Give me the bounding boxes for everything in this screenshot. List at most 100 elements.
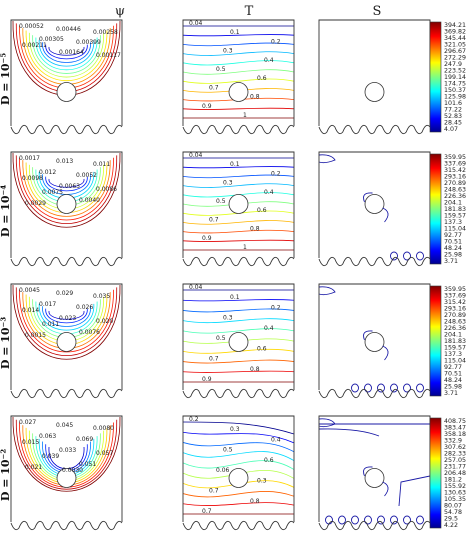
isotherm-label: 0.1 — [230, 294, 240, 301]
psi-wavy-wall — [10, 256, 123, 267]
entropy-contour — [403, 251, 411, 261]
psi-label: 0.014 — [22, 307, 39, 314]
streamline — [48, 178, 85, 188]
isotherm — [182, 502, 295, 506]
streamline — [12, 416, 121, 492]
colorbar-tick: 80.07 — [444, 503, 462, 510]
colorbar-tick: 25.98 — [444, 384, 462, 391]
entropy-wavy-wall — [318, 520, 431, 531]
streamline — [48, 46, 85, 56]
isotherm-label: 0.2 — [271, 304, 281, 311]
isotherm — [182, 460, 295, 470]
temperature-walls — [182, 151, 295, 258]
colorbar-tick: 3.71 — [444, 390, 458, 397]
psi-wavy-wall — [10, 520, 123, 531]
entropy-contour — [363, 330, 373, 341]
entropy-wavy-wall — [318, 124, 431, 135]
cylinder — [56, 468, 77, 488]
isotherm — [182, 69, 295, 75]
psi-label: 0.011 — [93, 161, 110, 168]
isotherm-label: 0.06 — [216, 467, 230, 474]
isotherm-label: 0.8 — [250, 498, 260, 505]
colorbar-tick: 3.71 — [444, 258, 458, 265]
psi-label: 0.045 — [56, 422, 73, 429]
psi-label: 0.051 — [79, 461, 96, 468]
colorbar-gradient — [429, 153, 442, 265]
isotherm-label: 0.9 — [202, 235, 212, 242]
colorbar-tick: 257.05 — [444, 457, 466, 464]
temperature-wavy-wall — [182, 520, 295, 531]
isotherm-label: 0.9 — [202, 376, 212, 383]
isotherm — [182, 220, 295, 225]
entropy-contour — [318, 286, 336, 296]
colorbar-tick: 125.98 — [444, 94, 466, 101]
entropy-panel — [318, 151, 431, 267]
colorbar-tick: 4.07 — [444, 126, 458, 133]
isotherm-label: 0.4 — [264, 325, 274, 332]
colorbar-tick: 155.92 — [444, 483, 466, 490]
temperature-wavy-wall — [182, 256, 295, 267]
entropy-contour — [318, 418, 336, 428]
streamline — [15, 419, 118, 490]
psi-label: 0.015 — [22, 439, 39, 446]
colorbar-tick: 345.44 — [444, 35, 466, 42]
isotherm-label: 0.3 — [223, 48, 233, 55]
psi-label: 0.0075 — [42, 189, 63, 196]
isotherm — [182, 318, 295, 324]
streamline — [19, 157, 114, 221]
psi-walls — [10, 415, 123, 522]
entropy-contour — [390, 515, 398, 525]
colorbar-tick: 293.16 — [444, 306, 466, 313]
psi-label: 0.00399 — [76, 39, 101, 46]
isotherm — [182, 60, 295, 66]
colorbar-tick: 70.51 — [444, 371, 462, 378]
psi-label: 0.00164 — [59, 49, 84, 56]
colorbar-tick: 174.75 — [444, 81, 466, 88]
streamline — [28, 32, 105, 78]
psi-panel: 0.00052 0.00446 0.00258 0.00305 0.00399 0.002… — [10, 19, 123, 135]
psi-label: 0.039 — [42, 453, 59, 460]
cylinder — [228, 194, 249, 214]
colorbar-tick: 248.63 — [444, 319, 466, 326]
streamline — [42, 306, 91, 327]
isotherm-label: 0.04 — [189, 284, 203, 291]
entropy-contour — [390, 251, 398, 261]
isotherm-label: 1 — [243, 112, 247, 119]
cylinder — [364, 468, 385, 488]
psi-label: 0.013 — [56, 158, 73, 165]
colorbar-tick: 307.62 — [444, 444, 466, 451]
colorbar-tick: 54.78 — [444, 509, 462, 516]
colorbar-tick: 115.04 — [444, 358, 466, 365]
psi-label: 0.00446 — [56, 26, 81, 33]
colorbar-tick: 247.9 — [444, 61, 462, 68]
colorbar-tick: 383.47 — [444, 425, 466, 432]
temperature-wavy-wall — [182, 388, 295, 399]
isotherm — [182, 308, 295, 313]
row-1: D = 10⁻⁴ 0.0017 0.013 0.011 0.012 0.0052 0.009… — [0, 151, 466, 267]
colorbar-tick: 358.18 — [444, 431, 466, 438]
isotherm-label: 0.6 — [264, 457, 274, 464]
cylinder — [228, 332, 249, 352]
entropy-contour — [325, 515, 333, 525]
entropy-contour — [403, 383, 411, 393]
colorbar-tick: 315.42 — [444, 167, 466, 174]
isotherm-label: 0.8 — [250, 226, 260, 233]
entropy-contour — [364, 383, 372, 393]
header-psi: ψ — [115, 4, 125, 19]
streamline — [38, 303, 95, 331]
cylinder — [364, 194, 385, 214]
isotherm-label: 1 — [243, 244, 247, 251]
isotherm — [182, 34, 295, 37]
entropy-contour — [416, 251, 424, 261]
isotherm — [182, 328, 295, 334]
temperature-panel: 0.04 0.1 0.2 0.3 0.4 0.5 0.6 0.7 0.8 0.9 1 — [182, 151, 295, 267]
isotherm-label: 0.9 — [202, 103, 212, 110]
psi-walls — [10, 19, 123, 126]
colorbar-tick: 181.83 — [444, 206, 466, 213]
streamline — [15, 287, 118, 356]
colorbar-tick: 272.29 — [444, 55, 466, 62]
row-label: D = 10⁻⁴ — [0, 185, 12, 238]
psi-label: 0.0029 — [25, 200, 46, 207]
temperature-panel: 0.04 0.1 0.2 0.3 0.4 0.5 0.6 0.7 0.8 0.9 1 — [182, 19, 295, 135]
